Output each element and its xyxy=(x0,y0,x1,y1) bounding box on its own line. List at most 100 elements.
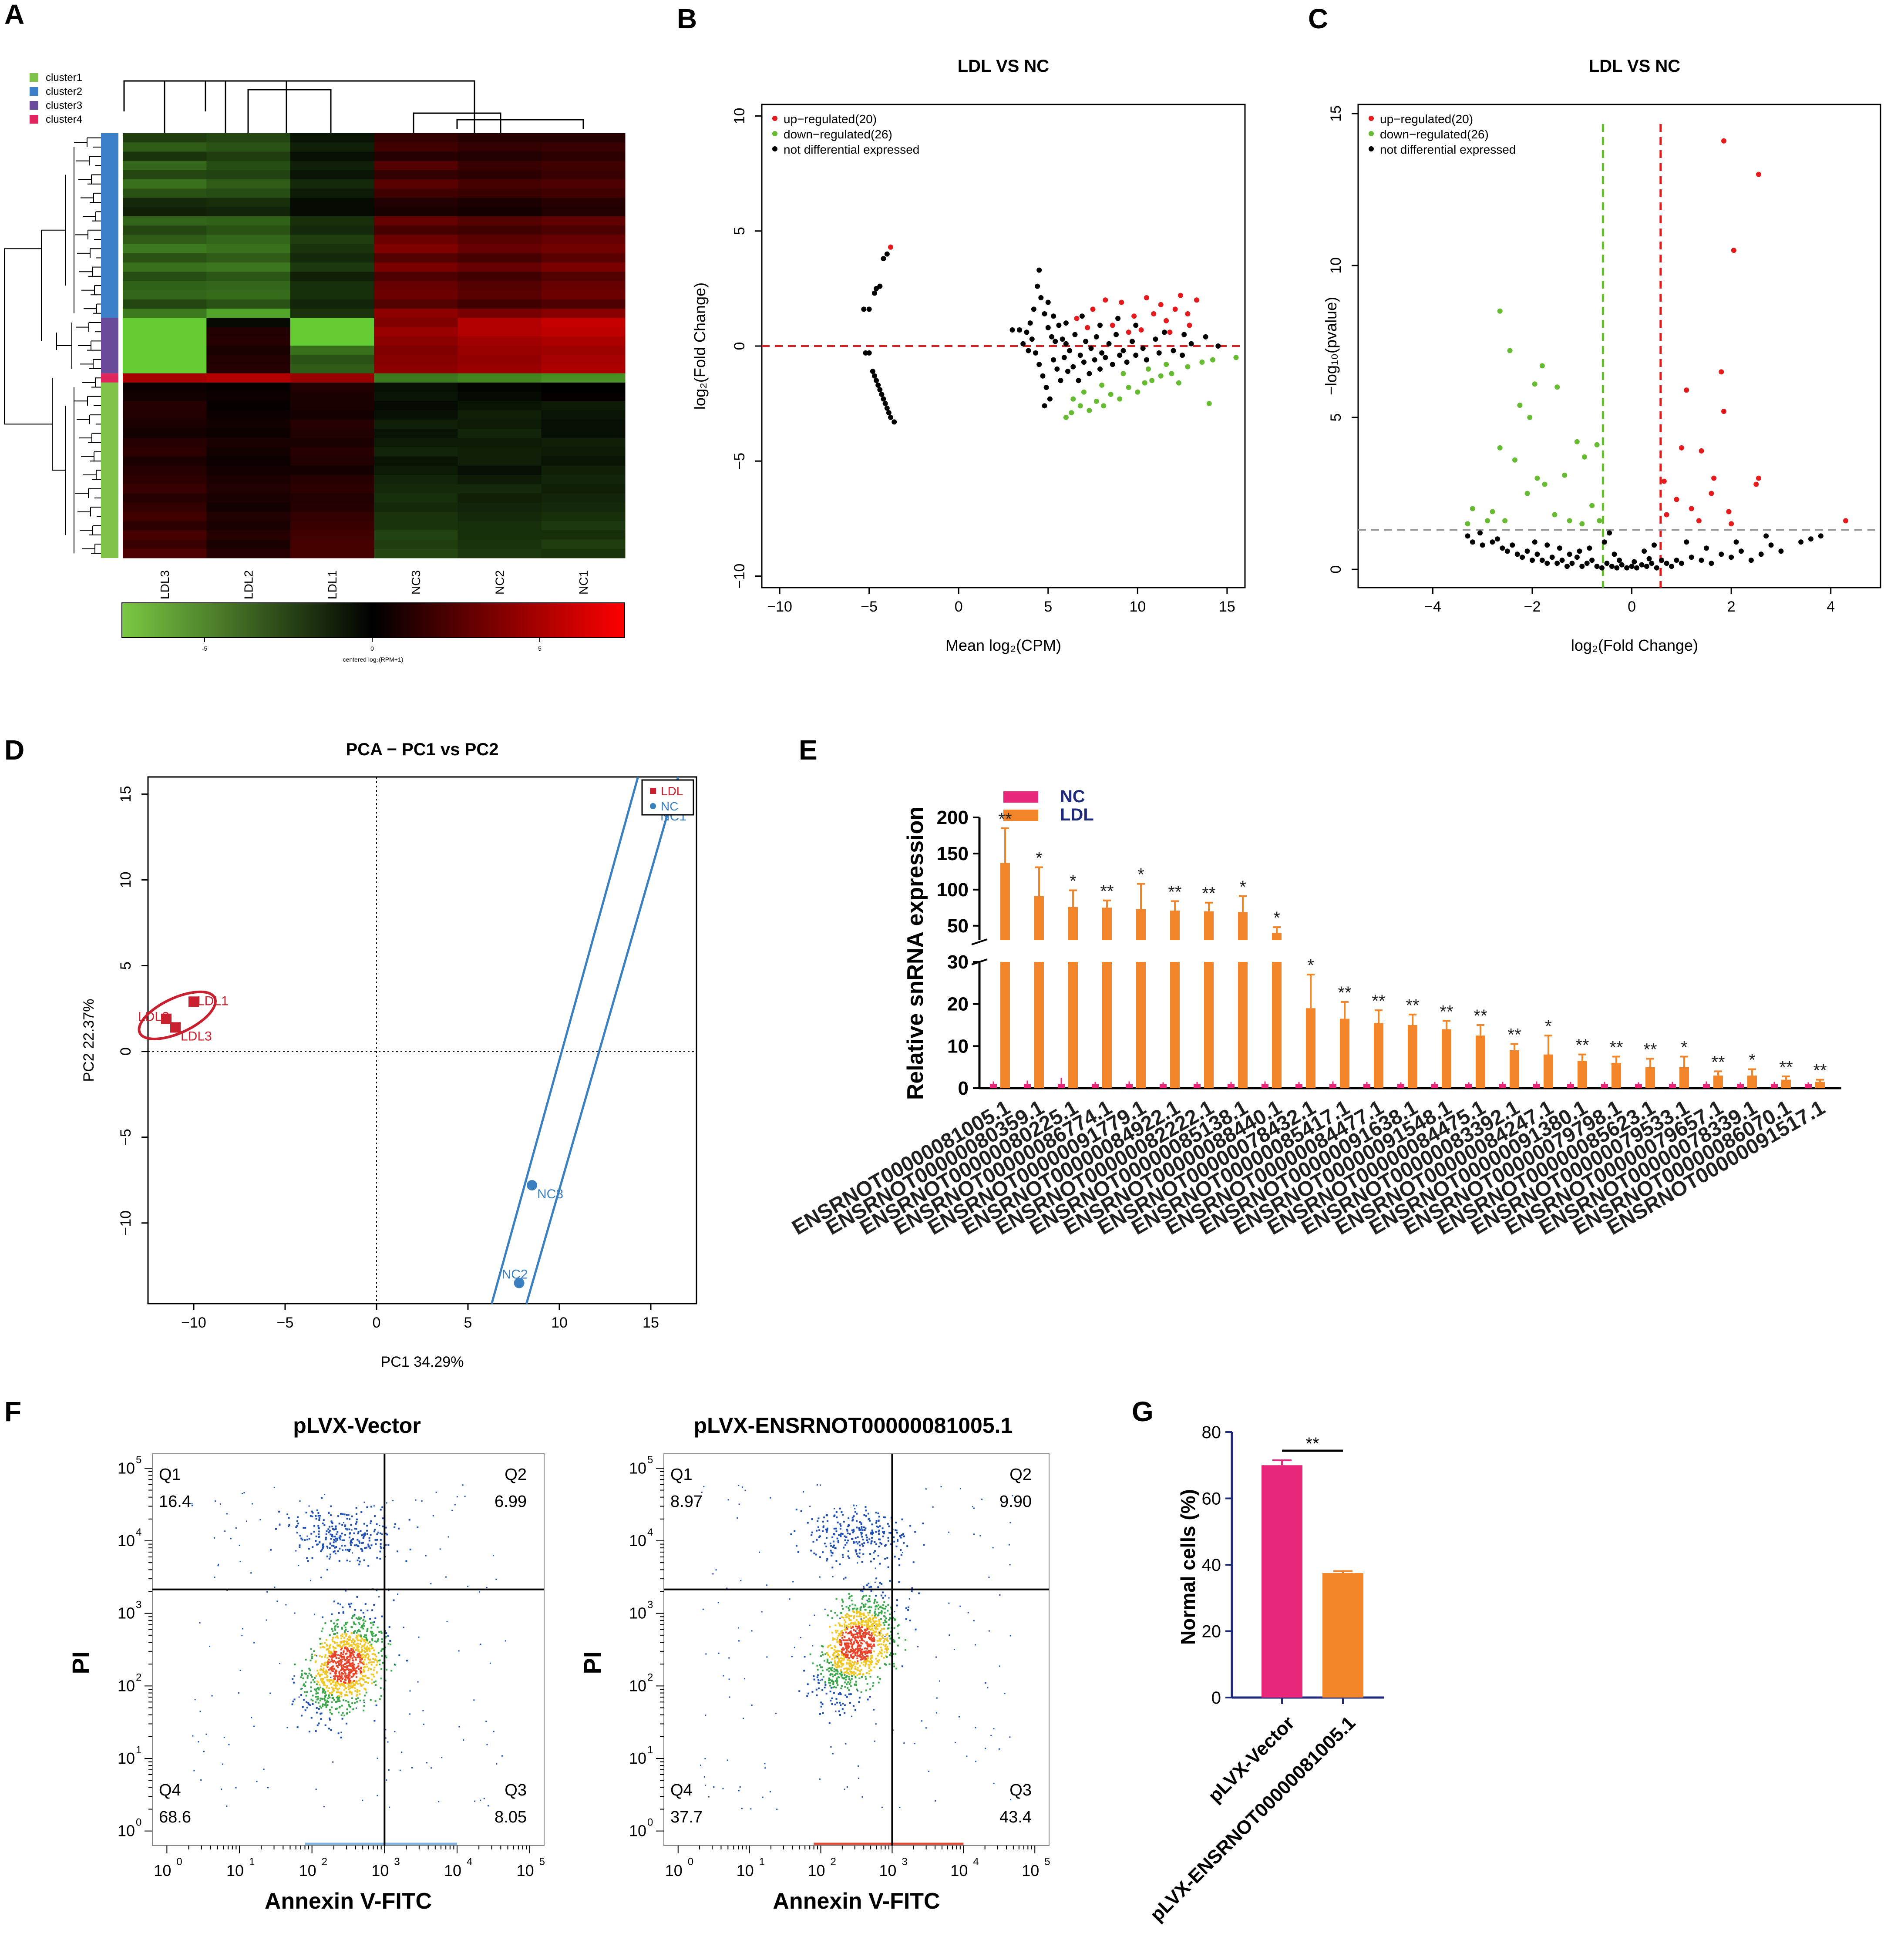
flow-event xyxy=(871,1647,873,1649)
flow-event xyxy=(713,1786,715,1788)
flow-event xyxy=(399,1769,401,1771)
flow-event xyxy=(826,1652,828,1654)
flow-event xyxy=(848,1607,850,1609)
flow-event xyxy=(321,1698,323,1700)
flow-event xyxy=(341,1672,343,1674)
flow-event xyxy=(816,1484,818,1486)
flow-event xyxy=(843,1656,845,1658)
flow-event xyxy=(828,1679,830,1681)
flow-event xyxy=(868,1583,870,1585)
flow-event xyxy=(888,1642,891,1644)
flow-event xyxy=(350,1681,353,1684)
ldl-bar xyxy=(1374,1023,1383,1088)
flow-event xyxy=(867,1698,869,1701)
significance-marker: ** xyxy=(1507,1025,1521,1045)
flow-event xyxy=(338,1644,340,1646)
flow-event xyxy=(320,1630,323,1632)
y-tick-label: 20 xyxy=(1202,1622,1221,1641)
flow-event xyxy=(215,1500,216,1502)
ldl-bar xyxy=(1713,1076,1723,1088)
flow-event xyxy=(381,1615,383,1617)
y-tick-exponent: 1 xyxy=(647,1744,653,1756)
flow-event xyxy=(193,1770,195,1772)
data-point xyxy=(1158,302,1164,307)
heatmap-cell xyxy=(458,465,542,475)
flow-event xyxy=(334,1637,336,1639)
flow-event xyxy=(311,1515,313,1517)
data-point xyxy=(1661,478,1667,484)
flow-event xyxy=(855,1683,857,1685)
data-point xyxy=(1038,295,1044,300)
flow-event xyxy=(870,1621,872,1623)
flow-event xyxy=(357,1531,360,1533)
data-point xyxy=(1061,355,1067,360)
flow-event xyxy=(868,1606,871,1608)
data-point xyxy=(1181,332,1187,337)
flow-event xyxy=(843,1520,845,1523)
flow-event xyxy=(304,1672,306,1674)
flow-event xyxy=(353,1643,355,1645)
legend-label-cluster1: cluster1 xyxy=(46,72,82,84)
flow-event xyxy=(993,1728,995,1730)
flow-event xyxy=(857,1620,859,1623)
flow-event xyxy=(340,1536,342,1538)
flow-event xyxy=(317,1673,319,1675)
flow-event xyxy=(353,1631,355,1633)
flow-event xyxy=(331,1535,333,1537)
flow-event xyxy=(324,1662,326,1664)
flow-event xyxy=(844,1639,846,1641)
flow-event xyxy=(948,1602,950,1604)
flow-event xyxy=(357,1634,360,1636)
flow-event xyxy=(347,1631,349,1632)
flow-event xyxy=(865,1631,867,1633)
flow-event xyxy=(881,1806,883,1808)
flow-event xyxy=(330,1706,333,1708)
flow-event xyxy=(718,1652,720,1654)
heatmap-cell xyxy=(541,244,626,254)
flow-event xyxy=(330,1514,332,1516)
flow-event xyxy=(856,1651,858,1654)
data-point xyxy=(1739,548,1744,554)
flow-event xyxy=(897,1644,899,1647)
flow-event xyxy=(871,1540,873,1542)
flow-event xyxy=(834,1686,836,1688)
flow-event xyxy=(852,1519,854,1521)
flow-event xyxy=(350,1669,352,1671)
flow-event xyxy=(887,1536,889,1539)
data-point xyxy=(1069,410,1074,416)
flow-event xyxy=(864,1658,866,1661)
flow-event xyxy=(324,1677,326,1679)
flow-event xyxy=(868,1664,870,1667)
flow-event xyxy=(344,1679,346,1681)
flow-event xyxy=(345,1527,347,1530)
flow-event xyxy=(354,1527,356,1530)
legend-marker xyxy=(1369,146,1374,151)
flow-event xyxy=(358,1563,360,1566)
flow-event xyxy=(321,1642,323,1644)
flow-event xyxy=(848,1661,850,1664)
flow-event xyxy=(870,1543,872,1545)
flow-event xyxy=(332,1681,334,1684)
flow-event xyxy=(999,1665,1000,1667)
flow-event xyxy=(358,1668,360,1670)
flow-event xyxy=(873,1645,875,1647)
flow-event xyxy=(899,1535,901,1537)
flow-event xyxy=(703,1486,705,1487)
flow-event xyxy=(874,1600,876,1602)
flow-event xyxy=(371,1661,373,1663)
flow-event xyxy=(849,1702,851,1704)
data-point xyxy=(1679,561,1684,566)
flow-event xyxy=(800,1510,802,1512)
flow-event xyxy=(854,1621,856,1624)
flow-event xyxy=(859,1549,861,1551)
flow-event xyxy=(333,1684,336,1686)
flow-event xyxy=(328,1651,330,1654)
flow-event xyxy=(884,1558,886,1560)
flow-event xyxy=(738,1790,740,1792)
flow-event xyxy=(360,1640,363,1642)
ldl-bar xyxy=(1781,1079,1791,1088)
flow-event xyxy=(875,1657,877,1660)
flow-event xyxy=(343,1665,345,1668)
heatmap-cell xyxy=(541,188,626,198)
flow-event xyxy=(841,1630,843,1632)
